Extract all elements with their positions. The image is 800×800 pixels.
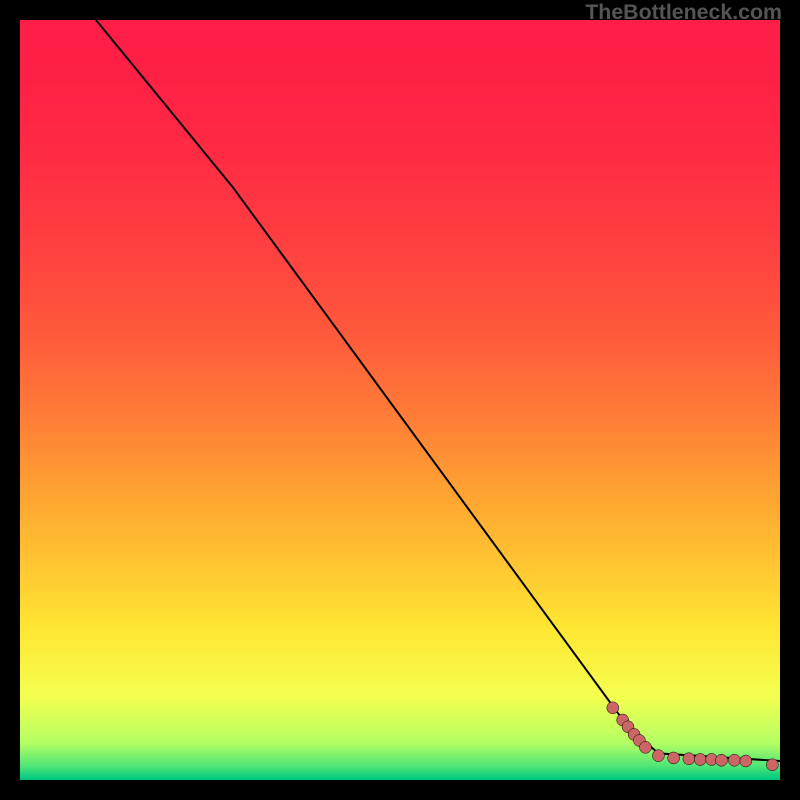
data-marker bbox=[715, 754, 727, 766]
data-marker bbox=[683, 753, 695, 765]
data-marker bbox=[668, 752, 680, 764]
data-markers bbox=[607, 702, 779, 771]
data-marker bbox=[694, 753, 706, 765]
plot-overlay bbox=[0, 0, 800, 800]
data-marker bbox=[652, 750, 664, 762]
data-marker bbox=[740, 755, 752, 767]
data-marker bbox=[607, 702, 619, 714]
data-marker bbox=[728, 754, 740, 766]
data-marker bbox=[639, 741, 651, 753]
bottleneck-curve bbox=[96, 20, 780, 761]
watermark-text: TheBottleneck.com bbox=[585, 0, 782, 25]
data-marker bbox=[766, 759, 778, 771]
figure-root: TheBottleneck.com bbox=[0, 0, 800, 800]
